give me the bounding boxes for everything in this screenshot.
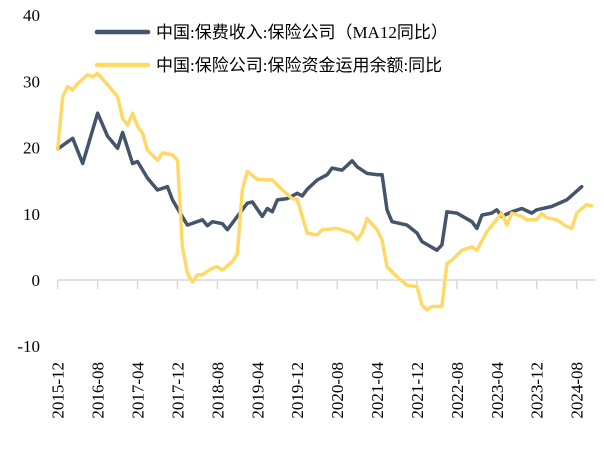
- x-tick-label: 2017-12: [168, 362, 187, 419]
- x-tick-label: 2024-08: [568, 362, 587, 419]
- x-tick-label: 2021-12: [408, 362, 427, 419]
- x-tick-label: 2022-08: [448, 362, 467, 419]
- y-axis: 40 30 20 10 0 -10: [17, 6, 40, 356]
- legend-label-fund-balance: 中国:保险公司:保险资金运用余额:同比: [156, 56, 442, 75]
- x-tick-label: 2018-08: [208, 362, 227, 419]
- x-tick-label: 2017-04: [129, 362, 148, 419]
- y-tick-label: 0: [32, 271, 41, 290]
- series-line-fund-balance: [55, 71, 594, 312]
- y-tick-label: 20: [23, 139, 40, 158]
- x-tick-label: 2016-08: [89, 362, 108, 419]
- y-tick-label: 30: [23, 72, 40, 91]
- x-tick-label: 2023-12: [528, 362, 547, 419]
- x-tick-label: 2019-04: [248, 362, 267, 419]
- x-axis: 2015-12 2016-08 2017-04 2017-12 2018-08 2019-…: [49, 280, 587, 419]
- y-tick-label: 40: [23, 6, 40, 25]
- x-tick-label: 2023-04: [488, 362, 507, 419]
- series-lines: [55, 71, 594, 312]
- series-line-premium-income: [55, 111, 584, 252]
- y-tick-label: 10: [23, 205, 40, 224]
- legend: 中国:保费收入:保险公司（MA12同比） 中国:保险公司:保险资金运用余额:同比: [94, 23, 448, 75]
- x-tick-label: 2021-04: [368, 362, 387, 419]
- x-tick-label: 2020-08: [328, 362, 347, 419]
- x-tick-label: 2015-12: [49, 362, 68, 419]
- x-tick-label: 2019-12: [288, 362, 307, 419]
- y-tick-label: -10: [17, 337, 40, 356]
- legend-label-premium: 中国:保费收入:保险公司（MA12同比）: [156, 23, 448, 42]
